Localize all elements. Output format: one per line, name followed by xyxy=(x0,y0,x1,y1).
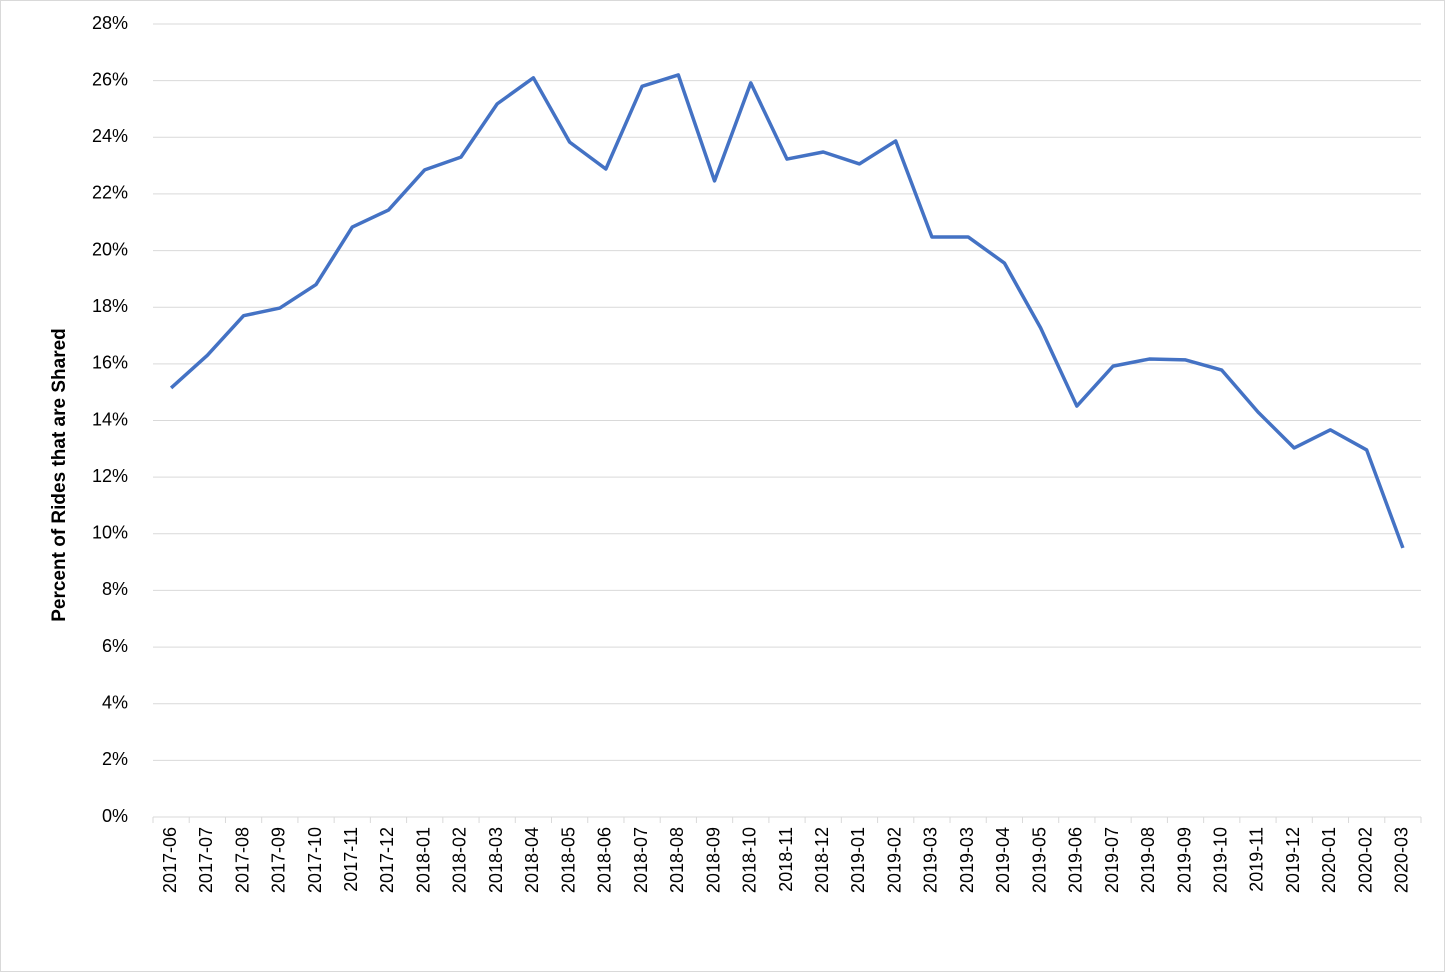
y-tick-label: 2% xyxy=(102,749,128,769)
x-tick-label: 2020-01 xyxy=(1319,827,1339,893)
y-tick-label: 6% xyxy=(102,636,128,656)
x-tick-label: 2019-11 xyxy=(1247,827,1267,892)
x-tick-label: 2019-05 xyxy=(1029,827,1049,893)
x-tick-label: 2018-11 xyxy=(776,827,796,892)
x-tick-label: 2020-03 xyxy=(1392,827,1412,893)
x-tick-label: 2019-03 xyxy=(921,827,941,893)
y-tick-label: 28% xyxy=(92,13,128,33)
x-tick-label: 2018-09 xyxy=(703,827,723,893)
x-tick-label: 2017-11 xyxy=(341,827,361,892)
x-tick-label: 2018-07 xyxy=(631,827,651,893)
x-tick-label: 2019-01 xyxy=(848,827,868,893)
x-tick-label: 2019-06 xyxy=(1066,827,1086,893)
y-tick-label: 0% xyxy=(102,806,128,826)
x-tick-label: 2018-12 xyxy=(812,827,832,893)
x-tick-label: 2017-08 xyxy=(232,827,252,893)
x-tick-label: 2019-02 xyxy=(884,827,904,893)
y-tick-label: 16% xyxy=(92,353,128,373)
x-tick-label: 2019-03 xyxy=(957,827,977,893)
x-tick-label: 2019-12 xyxy=(1283,827,1303,893)
x-tick-label: 2017-09 xyxy=(269,827,289,893)
x-tick-label: 2019-08 xyxy=(1138,827,1158,893)
y-tick-label: 20% xyxy=(92,239,128,259)
x-tick-label: 2018-01 xyxy=(413,827,433,893)
x-tick-label: 2017-07 xyxy=(196,827,216,893)
x-tick-label: 2020-02 xyxy=(1355,827,1375,893)
x-tick-label: 2018-08 xyxy=(667,827,687,893)
y-tick-label: 24% xyxy=(92,126,128,146)
x-tick-label: 2019-04 xyxy=(993,827,1013,893)
x-tick-label: 2018-06 xyxy=(595,827,615,893)
x-tick-label: 2018-03 xyxy=(486,827,506,893)
y-tick-label: 4% xyxy=(102,692,128,712)
y-tick-label: 18% xyxy=(92,296,128,316)
y-tick-label: 26% xyxy=(92,69,128,89)
x-tick-label: 2018-10 xyxy=(740,827,760,893)
x-tick-label: 2018-04 xyxy=(522,827,542,893)
x-tick-label: 2017-12 xyxy=(377,827,397,893)
x-tick-label: 2018-05 xyxy=(558,827,578,893)
x-tick-label: 2018-02 xyxy=(450,827,470,893)
y-tick-label: 8% xyxy=(102,579,128,599)
y-tick-label: 10% xyxy=(92,523,128,543)
x-tick-label: 2019-09 xyxy=(1174,827,1194,893)
y-axis-title: Percent of Rides that are Shared xyxy=(49,328,70,622)
x-tick-label: 2017-10 xyxy=(305,827,325,893)
x-tick-label: 2019-07 xyxy=(1102,827,1122,893)
y-tick-label: 22% xyxy=(92,183,128,203)
data-line xyxy=(169,73,1405,549)
y-tick-label: 12% xyxy=(92,466,128,486)
x-tick-label: 2017-06 xyxy=(160,827,180,893)
x-tick-label: 2019-10 xyxy=(1210,827,1230,893)
y-tick-label: 14% xyxy=(92,409,128,429)
